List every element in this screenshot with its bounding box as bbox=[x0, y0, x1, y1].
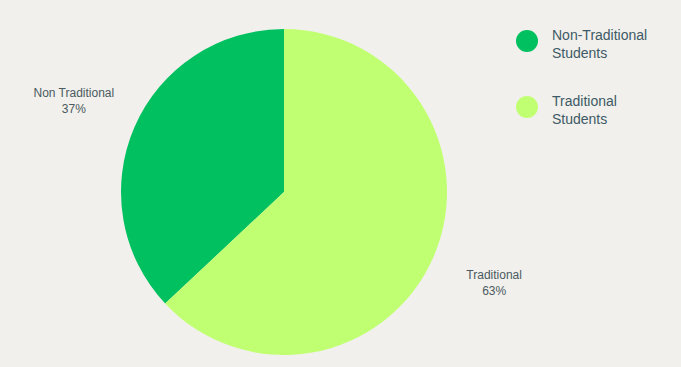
svg-text:Traditional63%: Traditional63% bbox=[466, 268, 522, 298]
svg-text:Non Traditional37%: Non Traditional37% bbox=[33, 86, 114, 116]
html-text:Non-Traditional Students: Non-Traditional Students bbox=[552, 27, 648, 61]
html-text:Traditional Students: Traditional Students bbox=[552, 93, 617, 127]
